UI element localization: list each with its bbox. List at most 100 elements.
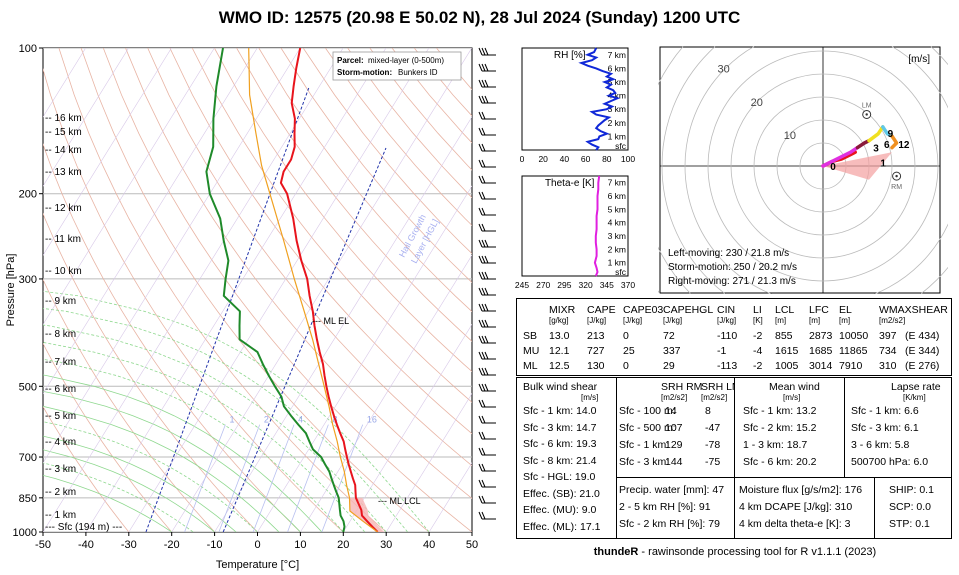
hgl-line-warm <box>145 87 310 532</box>
isotherm-line <box>171 48 472 532</box>
bulk-title: Bulk wind shear <box>523 381 598 393</box>
indices-cell: 12.1 <box>549 345 570 357</box>
wind-barb-flag <box>478 207 483 216</box>
x-tick-label: -50 <box>35 539 51 551</box>
indices-unit: [J/kg] <box>623 316 643 325</box>
precip-table: Precip. water [mm]: 47 2 - 5 km RH [%]: 9… <box>616 477 736 539</box>
wind-barb-flag <box>484 95 489 104</box>
hodograph-point-label: 9 <box>888 129 894 140</box>
lapse-rate-table: Lapse rate [K/km] Sfc - 1 km: 6.6 Sfc - 3 k… <box>844 377 952 479</box>
hodograph-point-label: 6 <box>884 140 890 151</box>
indices-header: LI <box>753 304 762 316</box>
x-tick-label: -20 <box>164 539 180 551</box>
bulk-row: Sfc - 3 km: 14.7 <box>523 421 597 434</box>
srh-row-label: Sfc - 3 km: <box>619 456 670 468</box>
dry-adiabat-line <box>43 342 173 532</box>
x-axis-label: Temperature [°C] <box>216 559 299 571</box>
precip-row: 2 - 5 km RH [%]: 91 <box>619 501 711 513</box>
storm-motion-text: Storm-motion: 250 / 20.2 m/s <box>668 262 797 273</box>
rh-ytick-label: 5 km <box>608 77 626 87</box>
composite-row: SHIP: 0.1 <box>889 484 934 496</box>
rh-xtick-label: 0 <box>520 154 525 164</box>
indices-unit: [K] <box>753 316 763 325</box>
isotherm-line <box>43 48 129 187</box>
indices-header: CAPEHGL <box>663 304 714 316</box>
thetae-frame <box>521 175 629 277</box>
wind-barb-flag <box>478 271 483 280</box>
mixing-ratio-label: 16 <box>367 415 377 425</box>
indices-unit: [J/kg] <box>717 316 737 325</box>
wind-barb-flag <box>478 191 483 200</box>
indices-cell: 13.0 <box>549 330 570 342</box>
rh-ytick-label: 3 km <box>608 104 626 114</box>
x-tick-label: 10 <box>294 539 306 551</box>
wind-barb-flag <box>478 495 483 504</box>
isotherm-line <box>471 531 472 532</box>
indices-cell: 855 <box>775 330 793 342</box>
wind-barb-flag <box>478 95 483 104</box>
indices-cell: 11865 <box>839 345 868 357</box>
indices-header: WMAXSHEAR <box>879 304 948 316</box>
x-tick-label: -40 <box>78 539 94 551</box>
srh-table: SRH RM SRH LM [m2/s2] [m2/s2] Sfc - 100 m: 14… <box>616 377 741 479</box>
wind-barb-flag <box>481 143 486 152</box>
x-tick-label: -10 <box>207 539 223 551</box>
wind-barb-flag <box>481 335 486 344</box>
wind-barb-flag <box>481 511 486 520</box>
thetae-ytick-label: 4 km <box>608 218 626 228</box>
right-mover-label: RM <box>891 184 902 191</box>
dry-adiabat-line <box>80 48 430 532</box>
x-tick-label: 20 <box>337 539 349 551</box>
moist-adiabat-line <box>43 358 344 532</box>
lapse-row: 3 - 6 km: 5.8 <box>851 439 910 451</box>
indices-cell: -1 <box>717 345 727 357</box>
indices-cell: -113 <box>717 360 738 372</box>
indices-cell: (E 276) <box>905 360 940 372</box>
isotherm-line <box>300 254 472 532</box>
indices-cell: 25 <box>623 345 635 357</box>
p-tick-label: 300 <box>19 274 37 286</box>
srh-row-label: Sfc - 500 m: <box>619 422 676 434</box>
srh-lm-value: 8 <box>705 405 711 417</box>
moisture-table: Moisture flux [g/s/m2]: 176 4 km DCAPE [J… <box>734 477 876 539</box>
wind-barb-flag <box>481 255 486 264</box>
wind-barb-flag <box>478 319 483 328</box>
rh-ytick-label: sfc <box>615 141 627 151</box>
storm-motion-value: Bunkers ID <box>398 68 438 77</box>
bulk-row: Sfc - 6 km: 19.3 <box>523 438 597 450</box>
wind-barb-flag <box>484 303 489 312</box>
wind-barb-flag <box>484 63 489 72</box>
indices-cell: 10050 <box>839 330 869 342</box>
indices-header: MIXR <box>549 304 576 316</box>
rh-xtick-label: 60 <box>581 154 591 164</box>
wind-barb-flag <box>481 191 486 200</box>
wind-barb-flag <box>478 127 483 136</box>
isotherm-line <box>85 48 387 532</box>
moisture-row: Moisture flux [g/s/m2]: 176 <box>739 484 863 496</box>
y-axis-label: Pressure [hPa] <box>5 254 17 327</box>
moist-adiabat-line <box>43 341 366 532</box>
wind-barb-flag <box>478 255 483 264</box>
p-tick-label: 700 <box>19 452 37 464</box>
rh-frame <box>521 47 629 151</box>
indices-cell: 734 <box>879 345 897 357</box>
thetae-xtick-label: 345 <box>600 280 614 290</box>
bulk-row: Effec. (ML): 17.1 <box>523 520 601 533</box>
wind-barb-flag <box>478 511 483 520</box>
srh-row-label: Sfc - 1 km: <box>619 439 670 451</box>
wind-barb-flag <box>481 447 486 456</box>
srh-rm-unit: [m2/s2] <box>661 393 688 402</box>
wind-barb-flag <box>478 159 483 168</box>
bulk-row: Sfc - 8 km: 21.4 <box>523 454 597 467</box>
wind-barb-flag <box>481 351 486 360</box>
height-label: -- 6 km <box>45 384 76 395</box>
rh-ytick-label: 7 km <box>608 50 626 60</box>
indices-header: CIN <box>717 304 736 316</box>
dry-adiabat-line <box>214 48 472 373</box>
wind-barb-flag <box>478 447 483 456</box>
indices-cell: (E 344) <box>905 345 940 357</box>
footer-text: - rawinsonde processing tool for R v1.1.… <box>638 546 877 558</box>
wind-barb-flag <box>481 111 486 120</box>
wind-barb-flag <box>481 415 486 424</box>
hodograph-shading <box>823 152 892 180</box>
